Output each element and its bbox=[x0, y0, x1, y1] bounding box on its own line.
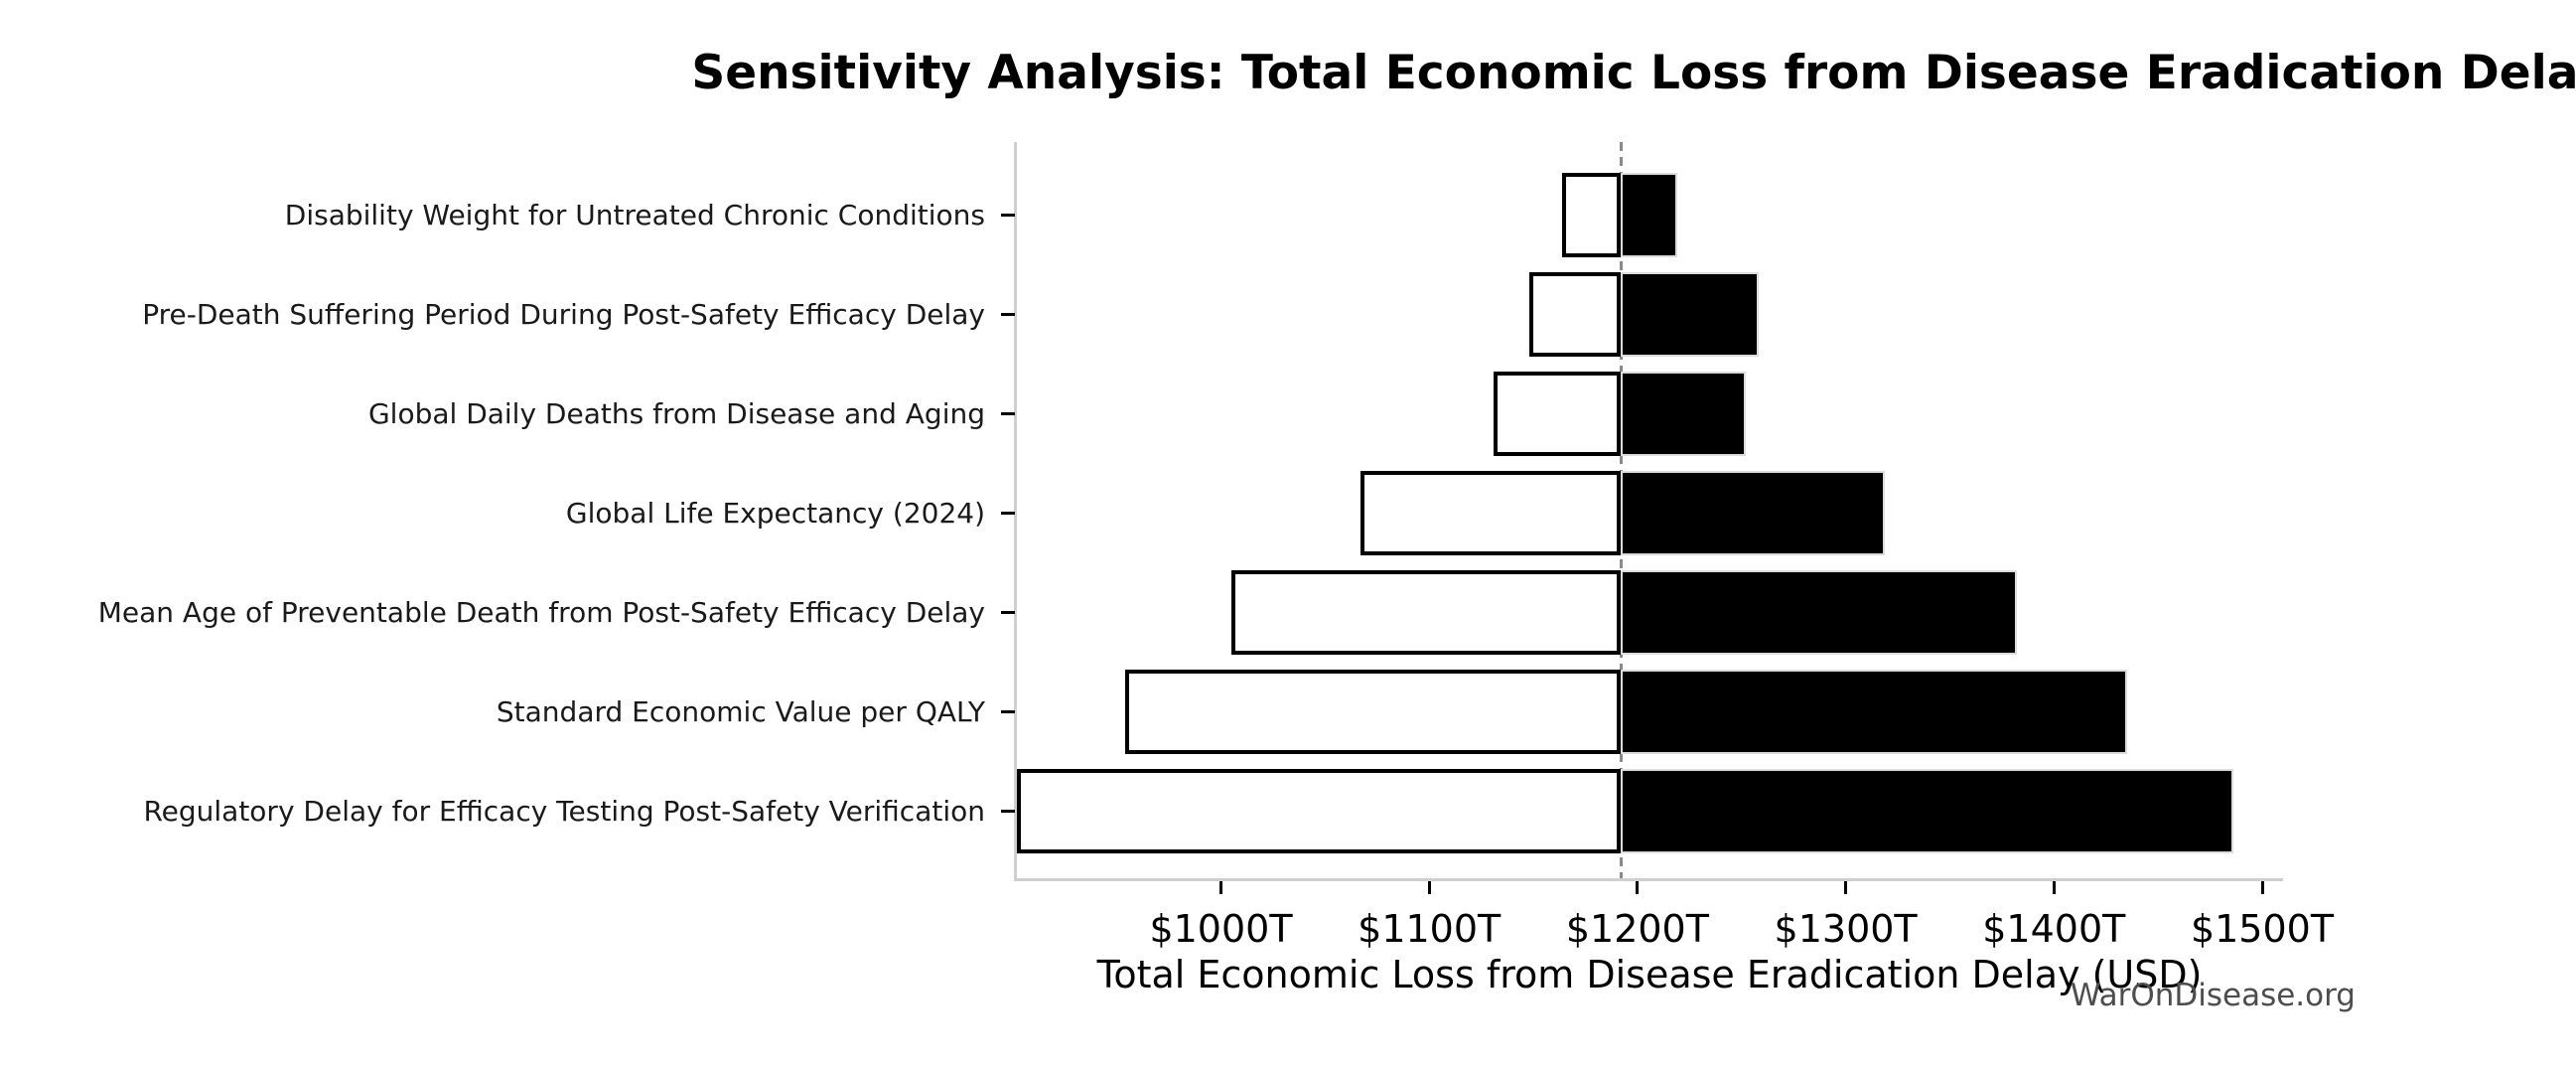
y-axis-tick bbox=[1001, 709, 1015, 713]
y-axis-tick bbox=[1001, 809, 1015, 813]
x-axis-tick bbox=[1427, 881, 1431, 894]
x-axis-tick bbox=[1636, 881, 1640, 894]
x-axis-tick bbox=[1219, 881, 1222, 894]
bar-low-estimate bbox=[1562, 172, 1622, 257]
x-axis-tick-label: $1400T bbox=[1982, 907, 2126, 951]
y-axis-category-label: Standard Economic Value per QALY bbox=[496, 694, 985, 728]
chart-title: Sensitivity Analysis: Total Economic Los… bbox=[691, 46, 2576, 100]
bar-high-estimate bbox=[1621, 371, 1746, 456]
bar-high-estimate bbox=[1621, 470, 1886, 555]
bar-low-estimate bbox=[1528, 271, 1622, 357]
y-axis-category-label: Disability Weight for Untreated Chronic … bbox=[284, 198, 985, 231]
x-axis-tick bbox=[2052, 881, 2056, 894]
bar-low-estimate bbox=[1360, 470, 1622, 555]
bar-high-estimate bbox=[1621, 271, 1759, 357]
y-axis-tick bbox=[1001, 610, 1015, 614]
y-axis-category-label: Regulatory Delay for Efficacy Testing Po… bbox=[143, 794, 985, 828]
bar-high-estimate bbox=[1621, 172, 1677, 257]
x-axis-tick-label: $1500T bbox=[2190, 907, 2335, 951]
y-axis-category-label: Pre-Death Suffering Period During Post-S… bbox=[142, 297, 985, 331]
bar-high-estimate bbox=[1621, 768, 2233, 853]
x-axis-spine bbox=[1014, 878, 2283, 881]
bar-low-estimate bbox=[1125, 669, 1622, 754]
bar-low-estimate bbox=[1494, 371, 1622, 456]
y-axis-tick bbox=[1001, 511, 1015, 515]
x-axis-title: Total Economic Loss from Disease Eradica… bbox=[1096, 953, 2203, 996]
bar-low-estimate bbox=[1230, 569, 1622, 655]
y-axis-tick bbox=[1001, 312, 1015, 316]
x-axis-tick-label: $1000T bbox=[1149, 907, 1293, 951]
watermark: WarOnDisease.org bbox=[2070, 978, 2356, 1013]
y-axis-category-label: Mean Age of Preventable Death from Post-… bbox=[97, 595, 985, 629]
y-axis-tick bbox=[1001, 213, 1015, 217]
x-axis-tick-label: $1200T bbox=[1565, 907, 1709, 951]
x-axis-tick-label: $1100T bbox=[1358, 907, 1502, 951]
bar-low-estimate bbox=[1017, 768, 1622, 853]
y-axis-spine bbox=[1014, 142, 1017, 881]
y-axis-category-label: Global Life Expectancy (2024) bbox=[565, 496, 985, 530]
y-axis-category-label: Global Daily Deaths from Disease and Agi… bbox=[367, 396, 985, 430]
bar-high-estimate bbox=[1621, 569, 2017, 655]
y-axis-tick bbox=[1001, 411, 1015, 415]
bar-high-estimate bbox=[1621, 669, 2127, 754]
x-axis-tick-label: $1300T bbox=[1774, 907, 1918, 951]
x-axis-tick bbox=[2260, 881, 2264, 894]
x-axis-tick bbox=[1844, 881, 1848, 894]
